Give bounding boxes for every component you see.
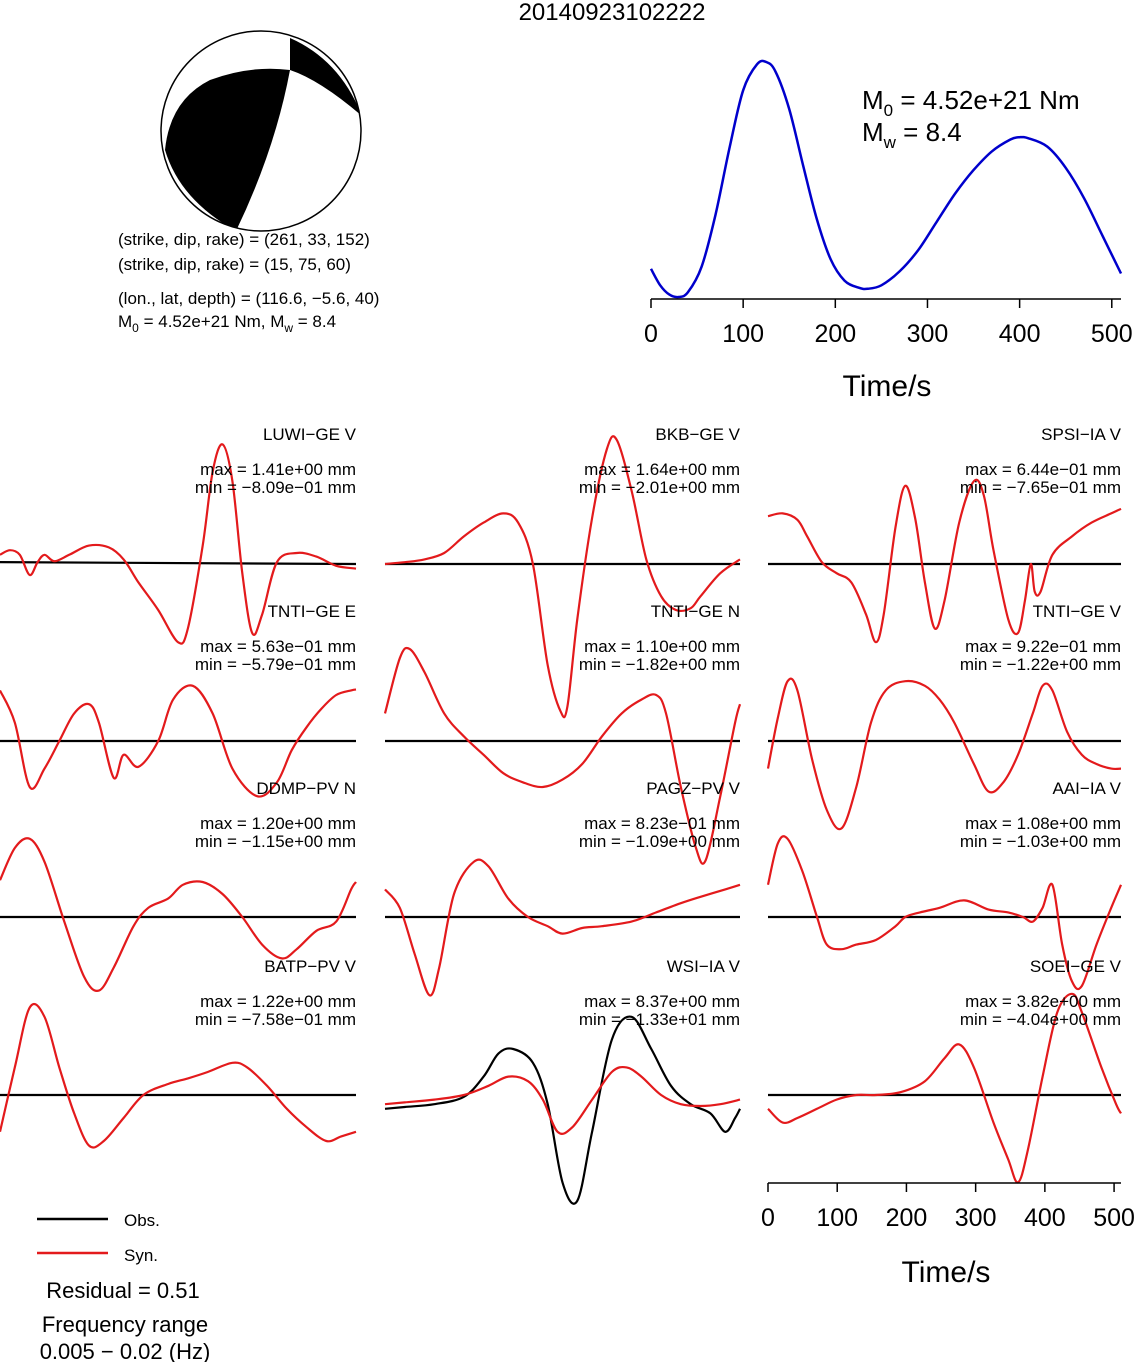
stf-x-tick-label: 100 <box>722 320 764 348</box>
min-amplitude: min = −1.82e+00 mm <box>579 655 740 674</box>
max-amplitude: max = 1.64e+00 mm <box>584 460 740 479</box>
stf-mw: Mw = 8.4 <box>862 117 962 152</box>
figure-title: 20140923102222 <box>519 0 706 26</box>
moment-magnitude-line: M0 = 4.52e+21 Nm, Mw = 8.4 <box>118 312 336 335</box>
bottom-time-axis: 0 100 200 300 400 500 Time/s <box>761 1182 1135 1289</box>
min-amplitude: min = −7.65e−01 mm <box>960 478 1121 497</box>
max-amplitude: max = 1.22e+00 mm <box>200 992 356 1011</box>
min-amplitude: min = −1.09e+00 mm <box>579 832 740 851</box>
synthetic-waveform <box>383 646 742 865</box>
station-label: AAI−IA V <box>1052 779 1121 798</box>
max-amplitude: max = 8.23e−01 mm <box>584 814 740 833</box>
station-label: TNTI−GE V <box>1033 602 1122 621</box>
station-label: WSI−IA V <box>667 957 741 976</box>
synthetic-waveform <box>0 1002 357 1149</box>
synthetic-waveform <box>766 677 1122 831</box>
max-amplitude: max = 8.37e+00 mm <box>584 992 740 1011</box>
station-label: SPSI−IA V <box>1041 425 1122 444</box>
stf-x-tick-label: 500 <box>1091 320 1133 348</box>
legend-syn-label: Syn. <box>124 1246 158 1265</box>
synthetic-waveform <box>766 835 1123 991</box>
max-amplitude: max = 1.20e+00 mm <box>200 814 356 833</box>
min-amplitude: min = −5.79e−01 mm <box>195 655 356 674</box>
stf-x-tick-label: 300 <box>907 320 949 348</box>
stf-curve <box>649 59 1123 299</box>
beachball-info: (strike, dip, rake) = (261, 33, 152) (st… <box>118 230 379 335</box>
max-amplitude: max = 1.10e+00 mm <box>584 637 740 656</box>
station-label: TNTI−GE N <box>651 602 740 621</box>
stf-plot: 0 100 200 300 400 500 Time/s M0 = 4.52e+21 Nm… <box>644 59 1133 403</box>
max-amplitude: max = 1.08e+00 mm <box>965 814 1121 833</box>
min-amplitude: min = −7.58e−01 mm <box>195 1010 356 1029</box>
max-amplitude: max = 5.63e−01 mm <box>200 637 356 656</box>
max-amplitude: max = 9.22e−01 mm <box>965 637 1121 656</box>
min-amplitude: min = −1.03e+00 mm <box>960 832 1121 851</box>
station-label: TNTI−GE E <box>268 602 356 621</box>
stf-xlabel: Time/s <box>843 370 932 403</box>
station-label: DDMP−PV N <box>256 779 356 798</box>
observed-waveform <box>0 561 357 566</box>
bottom-x-tick-label: 300 <box>955 1204 997 1232</box>
max-amplitude: max = 3.82e+00 mm <box>965 992 1121 1011</box>
bottom-x-tick-label: 200 <box>886 1204 928 1232</box>
bottom-x-tick-label: 500 <box>1093 1204 1135 1232</box>
location-depth: (lon., lat, depth) = (116.6, −5.6, 40) <box>118 289 379 308</box>
beachball-compression-large <box>165 68 290 231</box>
min-amplitude: min = −1.15e+00 mm <box>195 832 356 851</box>
synthetic-waveform <box>767 478 1122 644</box>
min-amplitude: min = −4.04e+00 mm <box>960 1010 1121 1029</box>
bottom-x-tick-label: 400 <box>1024 1204 1066 1232</box>
synthetic-waveform <box>767 992 1122 1184</box>
legend-obs-label: Obs. <box>124 1211 160 1230</box>
nodal-plane-2: (strike, dip, rake) = (15, 75, 60) <box>118 255 351 274</box>
frequency-range-value: 0.005 − 0.02 (Hz) <box>40 1339 211 1362</box>
synthetic-waveform <box>0 443 357 645</box>
station-label: BKB−GE V <box>655 425 740 444</box>
station-label: SOEI−GE V <box>1030 957 1122 976</box>
bottom-x-tick-label: 100 <box>816 1204 858 1232</box>
observed-waveform <box>384 1015 741 1205</box>
stf-x-tick-label: 400 <box>999 320 1041 348</box>
min-amplitude: min = −1.22e+00 mm <box>960 655 1121 674</box>
beachball <box>160 30 362 232</box>
stf-m0: M0 = 4.52e+21 Nm <box>862 85 1080 120</box>
bottom-xlabel: Time/s <box>902 1256 991 1289</box>
stf-x-tick-label: 200 <box>814 320 856 348</box>
min-amplitude: min = −2.01e+00 mm <box>579 478 740 497</box>
nodal-plane-1: (strike, dip, rake) = (261, 33, 152) <box>118 230 370 249</box>
station-label: PAGZ−PV V <box>646 779 740 798</box>
max-amplitude: max = 1.41e+00 mm <box>200 460 356 479</box>
bottom-x-tick-label: 0 <box>761 1204 775 1232</box>
stf-x-tick-label: 0 <box>644 320 658 348</box>
synthetic-waveform <box>384 1065 741 1135</box>
synthetic-waveform <box>0 837 357 993</box>
station-label: BATP−PV V <box>264 957 356 976</box>
min-amplitude: min = −1.33e+01 mm <box>579 1010 740 1029</box>
legend: Obs. Syn. <box>37 1211 160 1265</box>
synthetic-waveform <box>0 684 357 798</box>
frequency-range-label: Frequency range <box>42 1312 208 1337</box>
residual: Residual = 0.51 <box>46 1278 200 1303</box>
synthetic-waveform <box>384 858 741 997</box>
beachball-compression-small <box>290 38 361 116</box>
synthetic-waveform <box>384 435 741 719</box>
station-label: LUWI−GE V <box>263 425 357 444</box>
max-amplitude: max = 6.44e−01 mm <box>965 460 1121 479</box>
min-amplitude: min = −8.09e−01 mm <box>195 478 356 497</box>
